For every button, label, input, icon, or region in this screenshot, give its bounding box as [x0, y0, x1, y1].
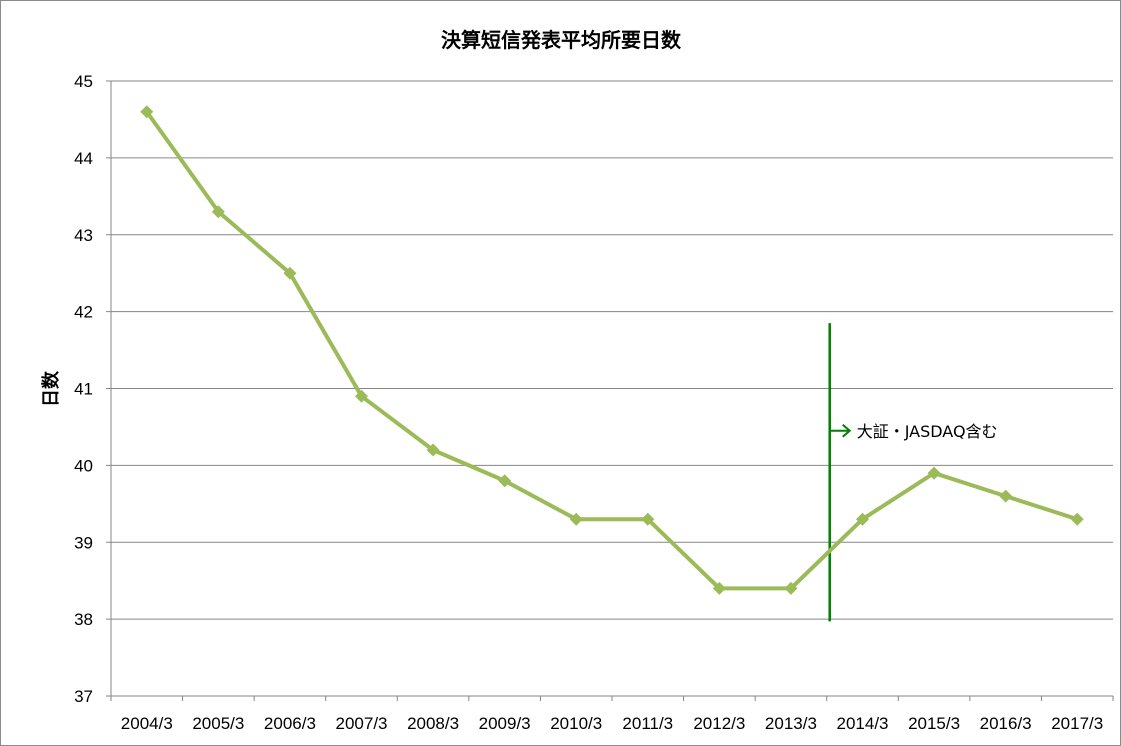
- data-point: [784, 581, 798, 595]
- y-tick-label: 41: [74, 380, 93, 399]
- x-tick-label: 2011/3: [622, 714, 673, 733]
- y-tick-label: 45: [74, 72, 93, 91]
- x-tick-label: 2009/3: [479, 714, 531, 733]
- y-tick-label: 37: [74, 687, 93, 706]
- x-tick-label: 2006/3: [264, 714, 316, 733]
- data-point: [569, 512, 583, 526]
- data-point: [641, 512, 655, 526]
- x-tick-label: 2014/3: [837, 714, 889, 733]
- gridlines: [111, 80, 1113, 620]
- y-axis-label: 日数: [40, 370, 62, 407]
- data-point: [927, 466, 941, 480]
- x-tick-label: 2007/3: [336, 714, 388, 733]
- x-tick-label: 2013/3: [765, 714, 817, 733]
- data-point: [283, 266, 297, 280]
- data-point: [999, 489, 1013, 503]
- y-tick-label: 42: [74, 303, 93, 322]
- x-tick-label: 2005/3: [192, 714, 244, 733]
- y-tick-label: 40: [74, 456, 93, 475]
- x-tick-label: 2010/3: [550, 714, 602, 733]
- series-layer: [140, 105, 1084, 595]
- y-tick-labels: 37 38 39 40 41 42 43 44 45: [74, 72, 93, 706]
- data-point: [498, 474, 512, 488]
- annotation-label: 大証・JASDAQ含む: [857, 422, 998, 441]
- series-line: [145, 110, 1078, 591]
- x-tick-label: 2017/3: [1051, 714, 1103, 733]
- x-tick-label: 2004/3: [121, 714, 173, 733]
- x-tick-labels: 2004/3 2005/3 2006/3 2007/3 2008/3 2009/3 2010…: [121, 714, 1103, 733]
- x-tick-label: 2015/3: [908, 714, 960, 733]
- data-point: [211, 205, 225, 219]
- data-point: [712, 581, 726, 595]
- data-point: [856, 512, 869, 526]
- y-tick-label: 39: [74, 533, 93, 552]
- data-point: [1070, 512, 1084, 526]
- data-point: [355, 389, 368, 403]
- y-tick-label: 43: [74, 226, 93, 245]
- chart-title: 決算短信発表平均所要日数: [441, 28, 682, 52]
- arrow-head-icon: [842, 424, 852, 438]
- x-tick-label: 2016/3: [980, 714, 1032, 733]
- y-tick-label: 44: [74, 149, 93, 168]
- annotation: 大証・JASDAQ含む: [828, 323, 998, 622]
- x-tick-label: 2012/3: [693, 714, 745, 733]
- axes: [106, 80, 1114, 701]
- y-tick-label: 38: [74, 610, 93, 629]
- data-point: [426, 443, 440, 457]
- x-tick-label: 2008/3: [407, 714, 459, 733]
- data-point: [140, 105, 154, 119]
